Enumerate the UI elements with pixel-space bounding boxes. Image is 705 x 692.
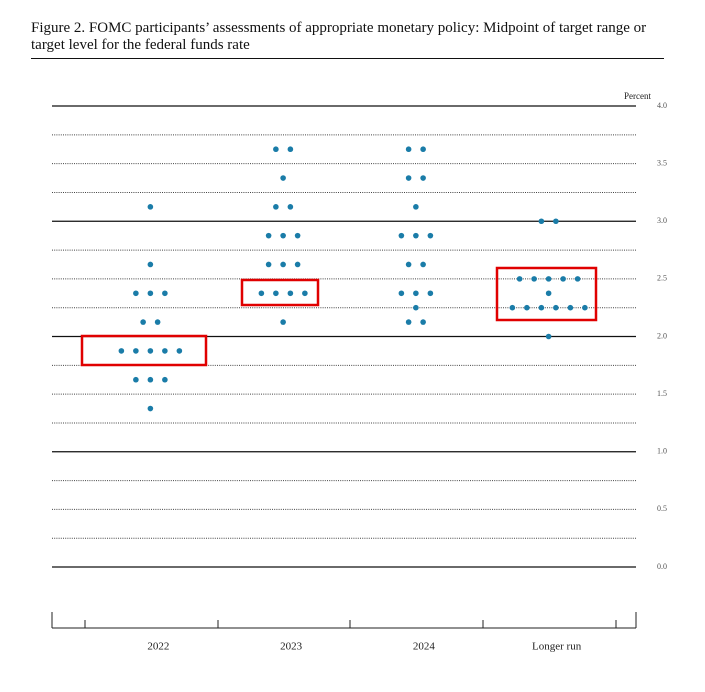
dot: [273, 290, 279, 297]
dot: [413, 290, 419, 297]
x-tick-label: Longer run: [532, 641, 582, 653]
dot: [280, 261, 286, 268]
dot: [294, 232, 301, 239]
x-axis: [51, 612, 637, 629]
dot: [294, 261, 301, 268]
dot: [302, 290, 308, 297]
dot: [420, 319, 426, 325]
y-tick-label: 3.0: [657, 216, 667, 225]
dot: [398, 290, 405, 297]
dot: [133, 376, 139, 383]
dot: [405, 175, 412, 181]
dot: [582, 304, 588, 311]
dot: [258, 290, 265, 297]
dot: [420, 175, 426, 181]
dot: [147, 204, 154, 210]
dot: [405, 319, 412, 325]
dot: [265, 261, 272, 268]
dot: [287, 290, 294, 297]
dot: [413, 232, 419, 239]
y-tick-label: 4.0: [657, 101, 667, 110]
y-tick-label: 2.0: [657, 331, 667, 340]
y-tick-label: 1.5: [657, 389, 667, 398]
dot: [427, 290, 434, 297]
dot: [524, 304, 530, 311]
dot: [287, 204, 294, 210]
dot: [545, 333, 552, 340]
dot: [553, 304, 559, 311]
dot: [133, 290, 139, 297]
dot: [567, 304, 574, 311]
dot: [405, 261, 412, 268]
y-tick-label: 0.0: [657, 562, 667, 571]
dot: [273, 146, 279, 153]
y-tick-label: 1.0: [657, 447, 667, 456]
dot: [273, 204, 279, 210]
dot: [538, 304, 545, 311]
dot: [147, 348, 154, 354]
dot: [405, 146, 412, 153]
x-tick-label: 2022: [147, 641, 169, 653]
title-rule: [31, 58, 664, 59]
y-tick-label: 0.5: [657, 504, 667, 513]
dot: [420, 261, 426, 268]
dot: [133, 348, 139, 354]
dot: [287, 146, 294, 153]
highlight-box: [80, 334, 208, 367]
dot: [154, 319, 161, 325]
x-tick-label: 2024: [413, 641, 436, 653]
dot: [176, 348, 183, 354]
dot: [140, 319, 146, 325]
dot: [560, 276, 566, 282]
y-unit: Percent: [624, 91, 651, 101]
dot: [398, 232, 405, 239]
dot: [280, 232, 286, 239]
dot: [162, 348, 168, 354]
plot: 0.0 0.5 1.0 1.5 2.0 2.5 3.0 3.5 4.0 2022 2023 2024 L…: [52, 101, 667, 653]
dot: [574, 276, 581, 282]
dot: [147, 261, 154, 268]
dot: [147, 376, 154, 383]
dot: [509, 304, 516, 311]
dot: [280, 175, 286, 181]
dot: [538, 218, 545, 225]
highlight-box: [240, 278, 320, 307]
y-tick-label: 2.5: [657, 274, 667, 283]
dot: [545, 290, 552, 297]
y-tick-label: 3.5: [657, 158, 667, 167]
dot: [162, 376, 168, 383]
x-tick-label: 2023: [280, 641, 303, 653]
dot: [413, 304, 419, 311]
dot: [118, 348, 125, 354]
dot: [553, 218, 559, 225]
dot: [420, 146, 426, 153]
dot: [413, 204, 419, 210]
highlights: [80, 266, 598, 367]
dot: [162, 290, 168, 297]
dot: [545, 276, 552, 282]
dot: [531, 276, 537, 282]
figure-title: Figure 2. FOMC participants’ assessments…: [31, 20, 647, 53]
dot: [147, 290, 154, 297]
dot: [516, 276, 523, 282]
highlight-box: [495, 266, 598, 322]
dot: [147, 405, 154, 412]
dot: [427, 232, 434, 239]
dot: [280, 319, 286, 325]
dot: [265, 232, 272, 239]
